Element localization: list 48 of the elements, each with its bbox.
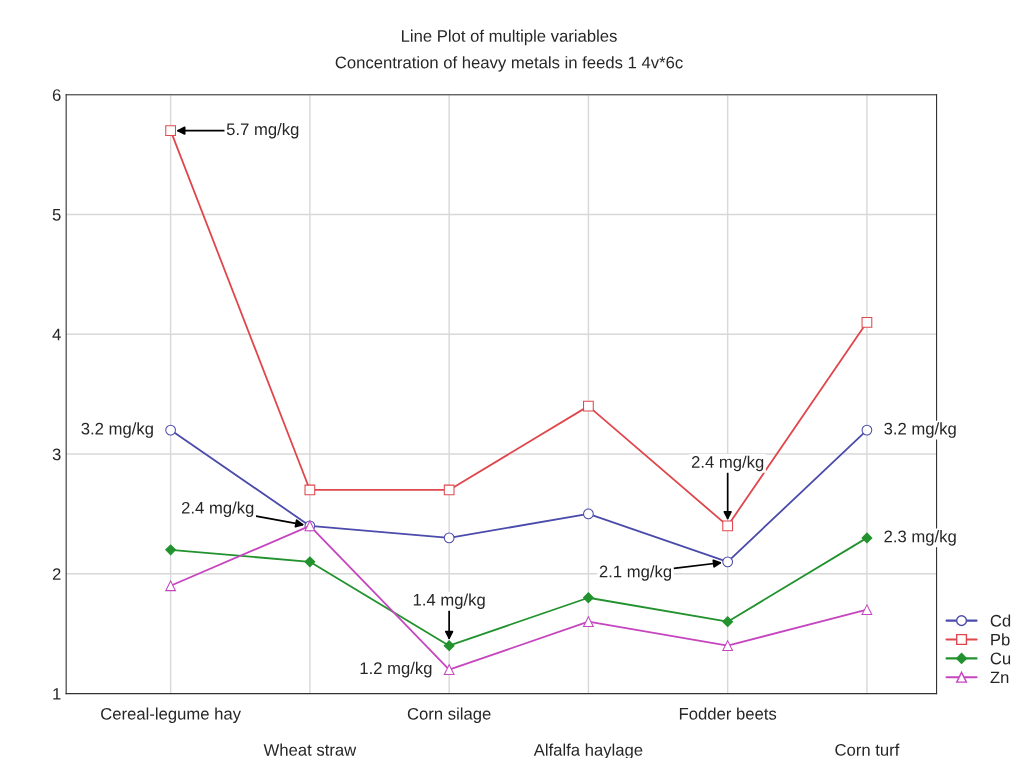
x-tick-label: Wheat straw [263,743,357,756]
annotation: 1.4 mg/kg [413,593,485,609]
point [165,424,176,436]
y-tick-label: 1 [53,688,61,700]
point [722,520,734,532]
x-tick-label: Corn turf [835,743,900,756]
legend-label: Cd [990,614,1011,627]
annotation: 2.1 mg/kg [599,565,672,581]
point [443,484,455,496]
point [861,424,873,436]
x-tick-label: Corn silage [407,707,491,723]
y-tick-label: 3 [52,448,61,461]
point [582,592,594,604]
legend-label: Zn [990,671,1009,684]
point [443,664,455,675]
annotation: 1.2 mg/kg [360,661,432,678]
point [861,316,873,328]
point [583,400,594,412]
point [165,544,177,556]
point [304,556,316,568]
annotation: 2.4 mg/kg [691,455,764,472]
y-tick-label: 6 [52,89,61,101]
point [861,532,873,544]
x-tick-label: Fodder beets [679,707,777,720]
annotation: 3.2 mg/kg [884,422,956,438]
point [443,532,455,544]
y-tick-label: 2 [52,568,61,580]
point [165,125,176,137]
point [861,604,873,616]
annotation: 3.2 mg/kg [81,422,153,438]
point [583,616,594,628]
y-tick-label: 5 [52,209,61,221]
point [722,556,734,568]
point [165,580,176,592]
annotation: 5.7 mg/kg [226,122,299,139]
annotation: 2.4 mg/kg [181,501,254,517]
point [583,508,594,520]
annotation: 2.3 mg/kg [884,530,956,546]
x-tick-label: Cereal-legume hay [101,707,241,723]
point [443,640,455,652]
point [304,484,316,496]
chart-title: Line Plot of multiple variables [401,29,617,46]
y-tick-label: 4 [52,328,61,341]
chart-subtitle: Concentration of heavy metals in feeds 1 4v*6c [335,56,683,72]
point [722,616,734,628]
legend-label: Pb [991,633,1010,646]
point [722,640,734,652]
legend-label: Cu [990,652,1011,665]
